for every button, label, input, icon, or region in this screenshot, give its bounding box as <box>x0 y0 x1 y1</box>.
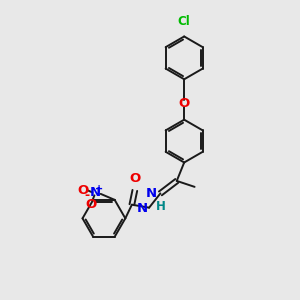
Text: H: H <box>156 200 166 213</box>
Text: +: + <box>95 184 103 194</box>
Text: N: N <box>90 186 101 199</box>
Text: N: N <box>136 202 148 215</box>
Text: O: O <box>178 98 190 110</box>
Text: O: O <box>85 198 97 212</box>
Text: -: - <box>84 190 90 202</box>
Text: Cl: Cl <box>178 15 190 28</box>
Text: N: N <box>146 187 157 200</box>
Text: O: O <box>129 172 140 185</box>
Text: O: O <box>77 184 88 196</box>
